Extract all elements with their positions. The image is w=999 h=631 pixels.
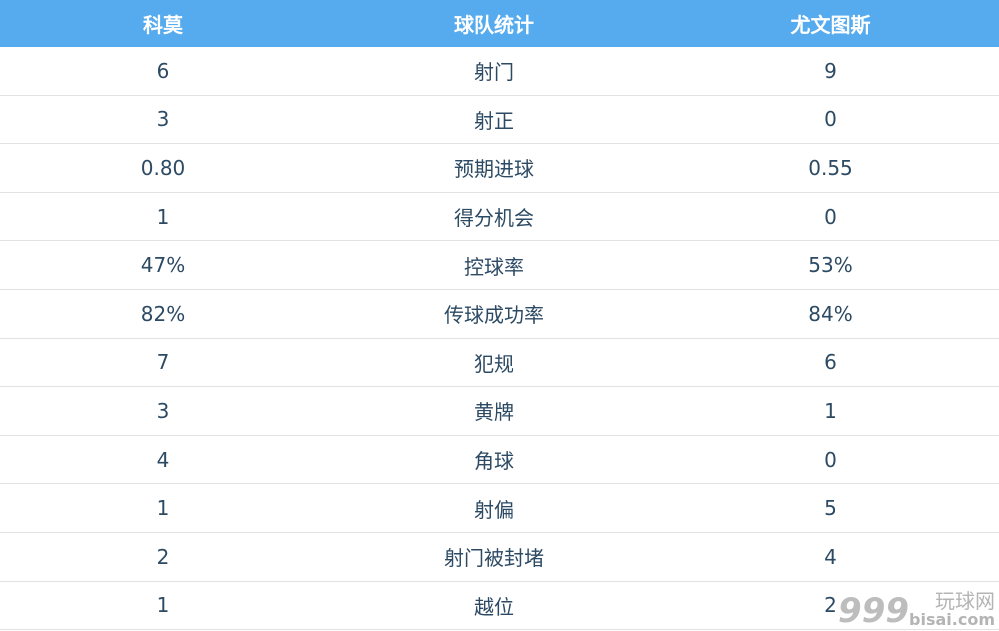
away-value: 0.55 — [808, 155, 853, 180]
table-row: 3 射正 0 — [0, 96, 999, 145]
home-team-header: 科莫 — [143, 13, 183, 37]
table-row: 7 犯规 6 — [0, 339, 999, 388]
home-value: 4 — [156, 447, 170, 472]
away-value: 84% — [808, 301, 853, 326]
stat-label: 传球成功率 — [444, 303, 544, 328]
home-value: 1 — [156, 204, 170, 229]
home-value: 1 — [156, 593, 170, 618]
home-value: 3 — [156, 398, 170, 423]
stat-label: 射偏 — [474, 497, 514, 522]
table-row: 82% 传球成功率 84% — [0, 290, 999, 339]
table-row: 1 得分机会 0 — [0, 193, 999, 242]
away-value: 1 — [824, 398, 837, 423]
away-value: 53% — [808, 253, 853, 278]
stat-header: 球队统计 — [454, 13, 534, 37]
watermark-number: 999 — [838, 591, 910, 631]
watermark-en: bisai.com — [909, 610, 995, 629]
stat-label: 得分机会 — [454, 206, 534, 231]
stat-label: 黄牌 — [474, 400, 514, 425]
stat-label: 预期进球 — [454, 157, 534, 182]
stat-label: 射门 — [474, 60, 514, 85]
stat-label: 射门被封堵 — [444, 546, 544, 571]
away-team-header: 尤文图斯 — [790, 13, 871, 37]
stat-label: 犯规 — [474, 351, 514, 376]
away-value: 4 — [824, 544, 837, 569]
stat-label: 越位 — [474, 594, 514, 619]
home-value: 2 — [156, 544, 170, 569]
away-value: 0 — [824, 107, 837, 132]
away-value: 5 — [824, 496, 837, 521]
home-value: 7 — [156, 350, 170, 375]
watermark-cn: 玩球网 — [935, 589, 995, 613]
away-value: 9 — [824, 58, 837, 83]
stats-table-body: 6 射门 9 3 射正 0 0.80 预期进球 0.55 1 得分机会 0 47% 控球率 53% 82% 传球… — [0, 47, 999, 631]
table-row: 47% 控球率 53% — [0, 241, 999, 290]
table-row: 4 角球 0 — [0, 436, 999, 485]
away-value: 0 — [824, 447, 837, 472]
table-header: 科莫 球队统计 尤文图斯 — [0, 0, 999, 47]
table-row: 0.80 预期进球 0.55 — [0, 144, 999, 193]
stat-label: 控球率 — [464, 254, 524, 279]
table-row: 6 射门 9 — [0, 47, 999, 96]
home-value: 1 — [156, 496, 170, 521]
table-row: 2 射门被封堵 4 — [0, 533, 999, 582]
away-value: 0 — [824, 204, 837, 229]
home-value: 6 — [156, 58, 170, 83]
table-row: 3 黄牌 1 — [0, 387, 999, 436]
stat-label: 射正 — [474, 108, 514, 133]
watermark-logo: 999 玩球网 bisai.com — [838, 590, 995, 628]
home-value: 3 — [156, 107, 170, 132]
away-value: 2 — [824, 593, 837, 618]
away-value: 6 — [824, 350, 837, 375]
home-value: 0.80 — [140, 155, 186, 180]
home-value: 47% — [140, 253, 186, 278]
table-row: 1 射偏 5 — [0, 484, 999, 533]
home-value: 82% — [140, 301, 186, 326]
stat-label: 角球 — [474, 449, 514, 474]
